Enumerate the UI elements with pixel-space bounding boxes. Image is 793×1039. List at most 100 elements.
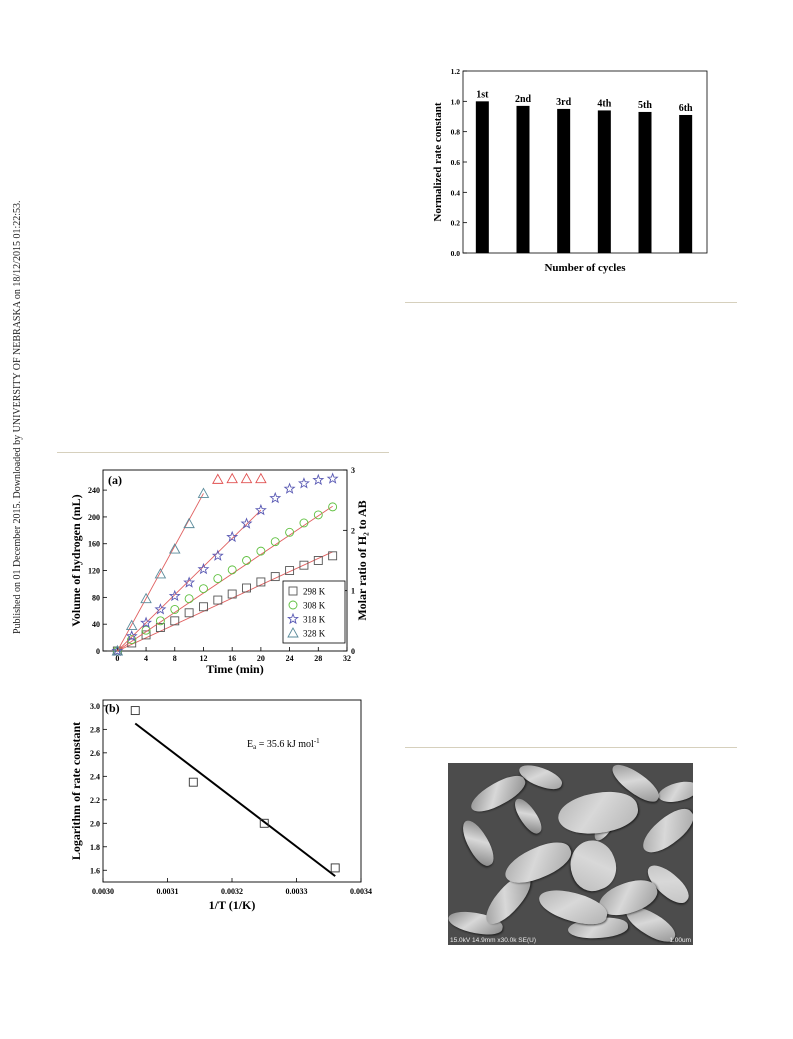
bar-label: 6th [679,103,693,114]
bar-x-axis-title: Number of cycles [544,262,626,274]
b-x-tick-label: 0.0030 [92,887,114,896]
b-y-axis-title: Logarithm of rate constant [69,722,83,860]
bar-y-tick-label: 0.4 [451,188,461,197]
a-point-series-3 [154,567,167,579]
a-x-tick-label: 16 [228,654,236,663]
a-legend-marker-1 [288,600,298,610]
b-x-tick-label: 0.0033 [286,887,308,896]
a-x-tick-label: 28 [314,654,322,663]
a-fit-line-1 [117,505,333,652]
b-y-tick-label: 3.0 [90,702,100,711]
b-data-point [130,706,140,716]
a-point-series-3 [140,592,152,604]
a-point-series-1 [127,635,137,645]
b-y-tick-label: 2.0 [90,819,100,828]
a-point-series-4 [240,472,253,484]
a-point-series-1 [227,565,237,575]
a-point-series-3 [183,517,195,529]
a-y2-tick-label: 3 [351,466,355,475]
bar-y-tick-label: 1.2 [451,67,461,76]
a-y2-axis-title: Molar ratio of H₂ to AB [355,500,369,620]
sem-texture-flake [656,778,693,806]
a-y-tick-label: 80 [92,593,100,602]
a-point-series-0 [313,556,323,565]
b-data-point [330,863,340,873]
a-point-series-1 [328,502,338,512]
bar-y-tick-label: 1.0 [451,97,461,106]
a-x-tick-label: 0 [115,654,119,663]
a-point-series-1 [199,584,208,594]
b-fit-line [134,722,336,877]
a-point-series-0 [227,589,237,599]
bar-y-tick-label: 0.2 [451,219,461,228]
a-point-series-2 [254,503,267,516]
bar-1st [475,101,489,253]
bar-6th [679,114,693,253]
a-point-series-2 [297,477,310,489]
b-annotation: Ea = 35.6 kJ mol-1 [247,737,320,751]
divider-bottom-right [405,747,737,748]
a-x-tick-label: 4 [144,654,148,663]
a-y2-tick-label: 1 [351,587,355,596]
a-point-series-2 [111,644,124,657]
b-panel-label: (b) [105,701,120,715]
a-point-series-2 [240,517,253,529]
a-x-tick-label: 20 [257,654,265,663]
a-y-tick-label: 200 [88,513,100,522]
bar-y-tick-label: 0.8 [451,128,461,137]
a-point-series-0 [170,616,180,626]
a-point-series-0 [155,623,165,632]
a-x-tick-label: 8 [173,654,177,663]
a-legend-label: 328 K [303,629,326,639]
a-point-series-1 [285,527,295,537]
a-point-series-1 [213,574,223,584]
bar-label: 2nd [515,94,532,105]
sem-texture-flake [555,786,641,840]
a-point-series-3 [168,543,181,554]
a-point-series-2 [326,472,339,484]
a-point-series-3 [125,619,138,630]
a-x-axis-title: Time (min) [206,662,263,676]
a-x-tick-label: 32 [343,654,351,663]
bar-y-axis-title: Normalized rate constant [432,102,444,221]
a-point-series-0 [328,551,338,561]
bar-4th [597,110,611,253]
a-point-series-2 [154,603,167,615]
a-point-series-2 [168,589,181,602]
a-point-series-0 [242,583,251,593]
a-point-series-1 [270,537,280,547]
a-y2-tick-label: 2 [351,526,355,535]
a-legend-label: 298 K [303,587,326,597]
a-plot-frame [102,469,348,652]
a-point-series-1 [170,604,180,614]
a-point-series-1 [313,510,323,520]
a-point-series-3 [111,645,124,656]
b-y-tick-label: 2.8 [90,725,100,734]
a-point-series-0 [213,595,223,605]
divider-left [57,452,389,453]
b-y-tick-label: 2.6 [90,749,100,758]
b-y-tick-label: 2.2 [90,796,100,805]
a-point-series-0 [127,638,137,648]
bar-label: 3rd [556,97,571,108]
b-x-tick-label: 0.0032 [221,887,243,896]
a-point-series-4 [212,473,224,484]
bar-y-tick-label: 0.6 [451,158,461,167]
bar-label: 1st [476,89,489,100]
a-point-series-2 [283,482,296,494]
a-legend [282,580,346,644]
a-point-series-0 [299,560,309,570]
bar-label: 4th [597,98,611,109]
a-panel-label: (a) [108,473,122,487]
a-fit-line-0 [117,551,333,652]
b-x-tick-label: 0.0031 [157,887,179,896]
b-y-tick-label: 2.4 [90,772,100,781]
a-point-series-1 [256,546,266,556]
sem-texture-flake [509,795,547,837]
a-y-tick-label: 120 [88,567,100,576]
a-point-series-0 [184,608,194,618]
a-point-series-0 [285,566,295,576]
a-point-series-2 [211,549,224,561]
b-x-axis-title: 1/T (1/K) [209,898,256,912]
